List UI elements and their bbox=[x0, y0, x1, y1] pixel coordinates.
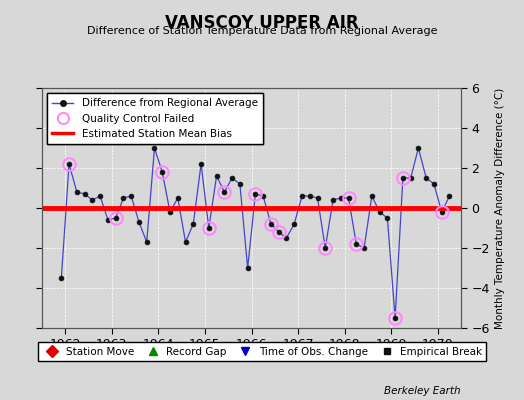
Legend: Difference from Regional Average, Quality Control Failed, Estimated Station Mean: Difference from Regional Average, Qualit… bbox=[47, 93, 263, 144]
Y-axis label: Monthly Temperature Anomaly Difference (°C): Monthly Temperature Anomaly Difference (… bbox=[496, 87, 506, 329]
Text: Difference of Station Temperature Data from Regional Average: Difference of Station Temperature Data f… bbox=[87, 26, 437, 36]
Text: VANSCOY UPPER AIR: VANSCOY UPPER AIR bbox=[165, 14, 359, 32]
Legend: Station Move, Record Gap, Time of Obs. Change, Empirical Break: Station Move, Record Gap, Time of Obs. C… bbox=[38, 342, 486, 361]
Text: Berkeley Earth: Berkeley Earth bbox=[385, 386, 461, 396]
